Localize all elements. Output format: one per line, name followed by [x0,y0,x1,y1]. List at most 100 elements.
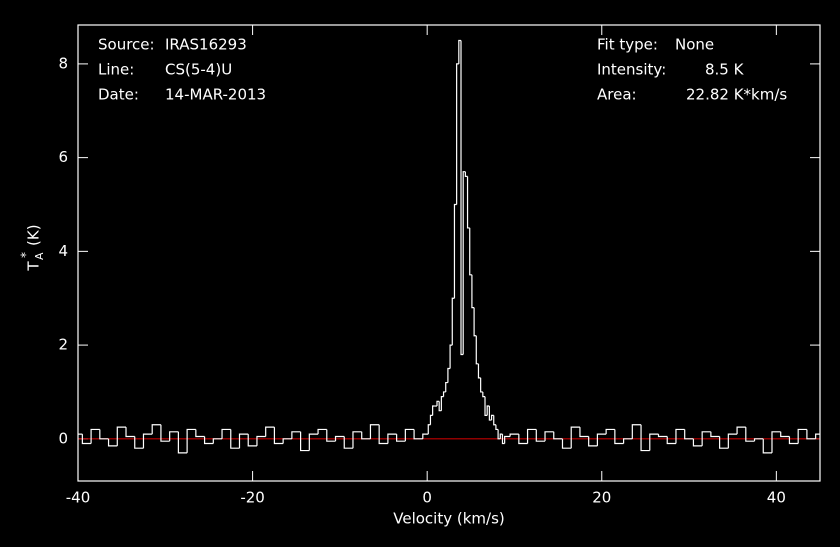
y-label-unit: (K) [25,224,43,246]
channel [238,433,249,449]
channel [230,429,240,449]
channel [451,297,455,346]
info-value: IRAS16293 [165,36,247,54]
channel [308,433,319,451]
channel [447,367,451,383]
channel [247,434,257,447]
channel [438,401,442,412]
channel [588,436,598,447]
channel [518,434,528,445]
channel [453,203,457,299]
y-axis-label: T * A (K) [19,224,47,271]
channel [462,171,466,355]
channel [497,429,501,440]
channel [116,426,127,446]
channel [125,427,135,438]
spectrum [78,39,820,454]
channel [442,391,446,397]
channel [282,438,292,444]
channel [142,433,153,449]
channel [666,436,676,445]
channel [493,415,496,426]
info-label: Intensity: [597,61,666,79]
plot-frame [77,24,821,482]
channel [445,381,448,392]
channel [477,363,481,379]
y-tick-label: 2 [58,336,68,354]
channel [640,424,650,452]
channel [432,405,435,416]
info-label: Line: [98,61,134,79]
x-tick-label: -20 [240,489,265,507]
channel [797,428,807,444]
x-tick-label: 20 [592,489,611,507]
channel [788,436,799,445]
channel [195,429,205,438]
channel [649,433,659,451]
channel [701,431,711,446]
channel [480,377,483,393]
channel [203,436,214,445]
info-value: 22.82 K*km/s [686,86,787,104]
x-tick-label: 40 [767,489,786,507]
channel [256,435,266,446]
channel [458,39,462,64]
channel [466,176,470,229]
channel [81,434,92,445]
channel [490,414,494,421]
x-tick-label: -40 [66,489,91,507]
channel [544,431,554,442]
channel [753,438,764,442]
channel [570,426,580,449]
info-label: Fit type: [597,36,658,54]
channel [265,426,275,437]
channel [605,428,615,435]
channel [413,429,423,440]
channel [90,428,100,444]
channel [134,436,144,449]
channel [535,429,546,442]
channel [212,438,223,444]
channel [473,307,477,337]
info-label: Source: [98,36,155,54]
info-value: 8.5 K [705,61,745,79]
channel [107,438,118,447]
channel [553,431,563,440]
channel [495,424,499,431]
channel [387,433,397,444]
channel [475,335,479,365]
channel [460,40,464,356]
channel [561,438,572,449]
y-label-superscript: * [19,252,33,258]
channel [736,426,746,435]
channel [369,424,380,439]
channel [482,391,486,398]
y-label-symbol: T [25,261,43,272]
y-tick-label: 4 [58,242,68,260]
channel [675,428,685,444]
channel [471,274,475,309]
channel [422,433,429,439]
info-label: Area: [597,86,637,104]
channel [486,405,490,416]
info-value: None [675,36,714,54]
channel [762,438,772,454]
channel [429,414,433,425]
info-value: CS(5-4)U [165,61,232,79]
channel [501,434,505,445]
channel [291,431,301,439]
channel [719,436,729,449]
channel [692,438,703,447]
channel [464,171,468,177]
info-value: 14-MAR-2013 [165,86,266,104]
channel [806,429,816,440]
y-tick-label: 8 [58,54,68,72]
y-label-subscript: A [33,252,46,260]
channel [504,435,511,444]
channel [815,433,820,439]
channel [317,428,327,435]
channel [436,400,440,407]
channel [160,424,170,442]
channel [484,396,488,416]
channel [684,429,694,440]
